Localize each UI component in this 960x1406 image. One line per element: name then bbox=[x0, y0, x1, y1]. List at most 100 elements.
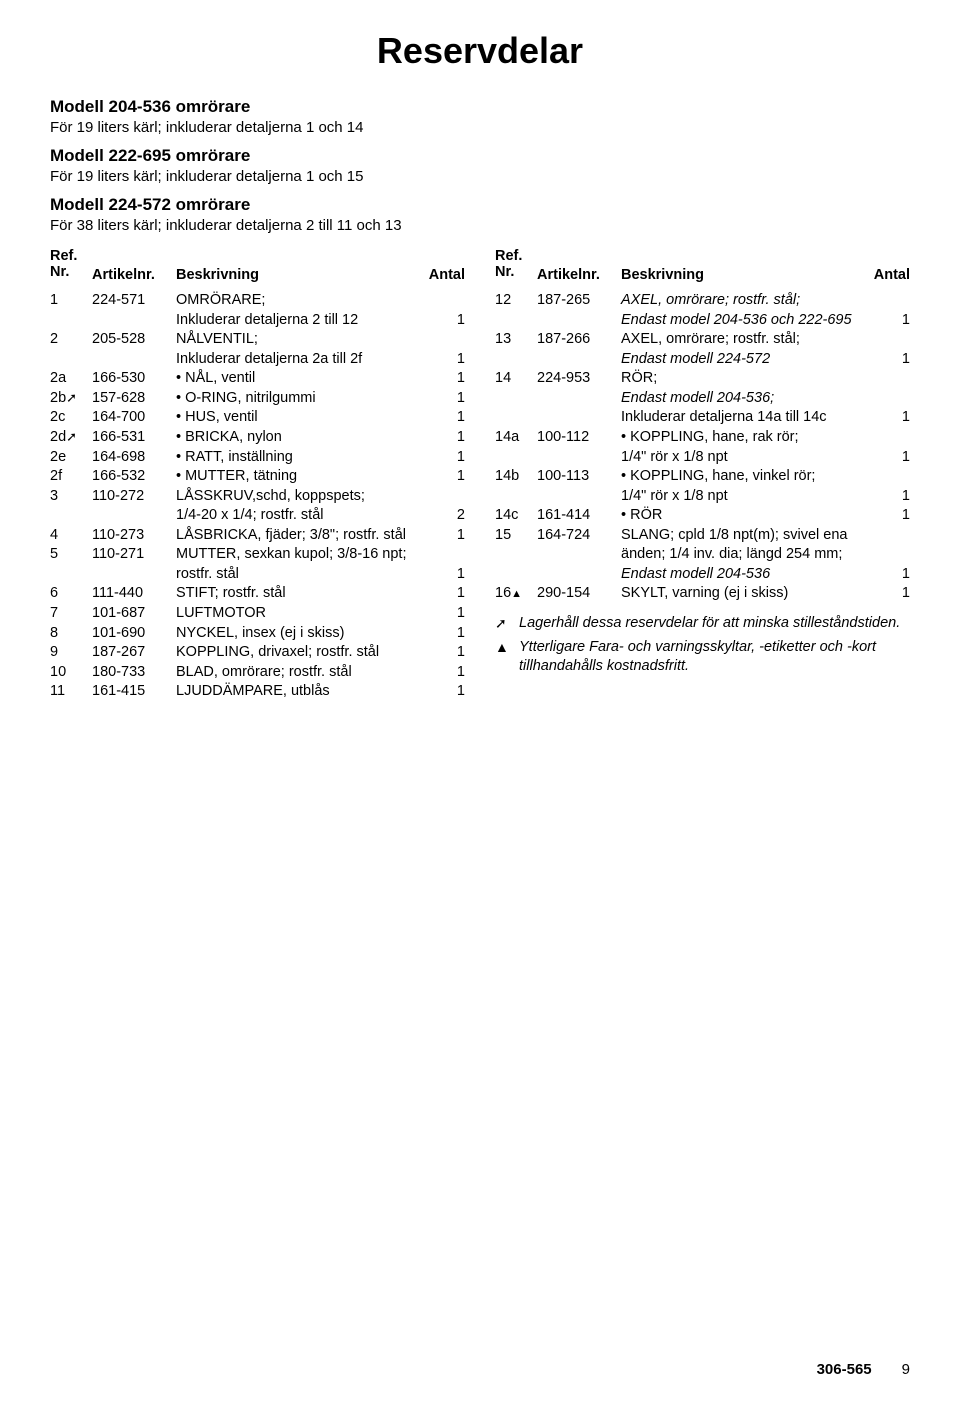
model-desc: För 38 liters kärl; inkluderar detaljern… bbox=[50, 217, 910, 234]
cell-desc: Endast model 204-536 och 222-695 bbox=[621, 311, 874, 331]
cell-artnr: 205-528 bbox=[92, 330, 176, 350]
cell-qty: 1 bbox=[874, 506, 910, 526]
cell-artnr: 100-112 bbox=[537, 428, 621, 448]
cell-qty: 1 bbox=[429, 565, 465, 585]
notes: ➚Lagerhåll dessa reservdelar för att min… bbox=[495, 614, 910, 677]
cell-desc: 1/4" rör x 1/8 npt bbox=[621, 487, 874, 507]
cell-desc: RÖR; bbox=[621, 369, 874, 389]
cell-artnr: 164-700 bbox=[92, 408, 176, 428]
table-row: rostfr. stål1 bbox=[50, 565, 465, 585]
table-row: 2a166-530• NÅL, ventil1 bbox=[50, 369, 465, 389]
cell-desc: OMRÖRARE; bbox=[176, 291, 429, 311]
table-row: Endast modell 224-5721 bbox=[495, 350, 910, 370]
table-row: 2c164-700• HUS, ventil1 bbox=[50, 408, 465, 428]
cell-desc: 1/4" rör x 1/8 npt bbox=[621, 448, 874, 468]
cell-ref: 1 bbox=[50, 291, 92, 311]
cell-ref: 15 bbox=[495, 526, 537, 546]
cell-qty: 1 bbox=[429, 350, 465, 370]
cell-artnr: 111-440 bbox=[92, 584, 176, 604]
note-text: Lagerhåll dessa reservdelar för att mins… bbox=[519, 614, 910, 634]
cell-qty: 1 bbox=[429, 369, 465, 389]
note-text: Ytterligare Fara- och varningsskyltar, -… bbox=[519, 638, 910, 677]
cell-qty: 1 bbox=[874, 408, 910, 428]
cell-artnr bbox=[537, 448, 621, 468]
cell-qty: 1 bbox=[874, 565, 910, 585]
cell-artnr: 110-272 bbox=[92, 487, 176, 507]
table-row: 14224-953RÖR; bbox=[495, 369, 910, 389]
cell-desc: BLAD, omrörare; rostfr. stål bbox=[176, 663, 429, 683]
cell-ref: 11 bbox=[50, 682, 92, 702]
cell-artnr: 180-733 bbox=[92, 663, 176, 683]
table-row: 5110-271MUTTER, sexkan kupol; 3/8-16 npt… bbox=[50, 545, 465, 565]
cell-qty: 1 bbox=[429, 526, 465, 546]
hdr-ref1: Ref. bbox=[50, 248, 92, 264]
cell-artnr bbox=[537, 350, 621, 370]
table-row: 10180-733BLAD, omrörare; rostfr. stål1 bbox=[50, 663, 465, 683]
cell-qty: 1 bbox=[874, 487, 910, 507]
cell-ref: 14c bbox=[495, 506, 537, 526]
hdr-ref2-r: Nr. bbox=[495, 264, 537, 280]
cell-qty bbox=[429, 330, 465, 350]
cell-desc: SKYLT, varning (ej i skiss) bbox=[621, 584, 874, 604]
cell-ref: 4 bbox=[50, 526, 92, 546]
cell-ref bbox=[50, 350, 92, 370]
table-row: Inkluderar detaljerna 14a till 14c1 bbox=[495, 408, 910, 428]
cell-desc: 1/4-20 x 1/4; rostfr. stål bbox=[176, 506, 429, 526]
cell-ref bbox=[495, 487, 537, 507]
note-symbol: ➚ bbox=[495, 614, 519, 634]
table-row: Endast modell 204-536; bbox=[495, 389, 910, 409]
cell-qty: 1 bbox=[429, 448, 465, 468]
doc-number: 306-565 bbox=[817, 1361, 872, 1378]
cell-artnr: 110-273 bbox=[92, 526, 176, 546]
cell-ref: 2c bbox=[50, 408, 92, 428]
right-body: 12187-265AXEL, omrörare; rostfr. stål;En… bbox=[495, 291, 910, 604]
cell-qty: 1 bbox=[429, 604, 465, 624]
cell-qty bbox=[429, 545, 465, 565]
hdr-qty-r: Antal bbox=[862, 248, 910, 283]
cell-artnr bbox=[537, 545, 621, 565]
cell-ref bbox=[495, 408, 537, 428]
cell-qty bbox=[874, 330, 910, 350]
cell-qty bbox=[874, 369, 910, 389]
cell-desc: LUFTMOTOR bbox=[176, 604, 429, 624]
hdr-desc-r: Beskrivning bbox=[621, 248, 862, 283]
right-header: Ref. Nr. Artikelnr. Beskrivning Antal bbox=[495, 248, 910, 283]
cell-desc: • KOPPLING, hane, rak rör; bbox=[621, 428, 874, 448]
hdr-ref1-r: Ref. bbox=[495, 248, 537, 264]
page-title: Reservdelar bbox=[50, 30, 910, 72]
cell-qty: 1 bbox=[874, 350, 910, 370]
cell-ref: 5 bbox=[50, 545, 92, 565]
hdr-desc: Beskrivning bbox=[176, 248, 417, 283]
cell-desc: NÅLVENTIL; bbox=[176, 330, 429, 350]
cell-artnr bbox=[537, 565, 621, 585]
cell-artnr: 290-154 bbox=[537, 584, 621, 604]
note-line: ▲Ytterligare Fara- och varningsskyltar, … bbox=[495, 638, 910, 677]
table-row: 13187-266AXEL, omrörare; rostfr. stål; bbox=[495, 330, 910, 350]
table-row: 1224-571OMRÖRARE; bbox=[50, 291, 465, 311]
model-block: Modell 204-536 omrörareFör 19 liters kär… bbox=[50, 97, 910, 136]
table-row: 2b➚157-628• O-RING, nitrilgummi1 bbox=[50, 389, 465, 409]
cell-ref: 2b➚ bbox=[50, 389, 92, 409]
model-heading: Modell 224-572 omrörare bbox=[50, 195, 910, 215]
cell-artnr bbox=[92, 311, 176, 331]
cell-qty bbox=[874, 526, 910, 546]
cell-ref: 6 bbox=[50, 584, 92, 604]
table-row: 7101-687LUFTMOTOR1 bbox=[50, 604, 465, 624]
cell-artnr: 161-415 bbox=[92, 682, 176, 702]
hdr-qty: Antal bbox=[417, 248, 465, 283]
cell-artnr: 101-687 bbox=[92, 604, 176, 624]
table-row: 12187-265AXEL, omrörare; rostfr. stål; bbox=[495, 291, 910, 311]
cell-ref bbox=[50, 506, 92, 526]
cell-qty: 1 bbox=[429, 467, 465, 487]
model-desc: För 19 liters kärl; inkluderar detaljern… bbox=[50, 168, 910, 185]
cell-qty: 1 bbox=[429, 663, 465, 683]
hdr-art: Artikelnr. bbox=[92, 248, 176, 283]
cell-artnr: 100-113 bbox=[537, 467, 621, 487]
cell-desc: • NÅL, ventil bbox=[176, 369, 429, 389]
model-heading: Modell 222-695 omrörare bbox=[50, 146, 910, 166]
cell-desc: Inkluderar detaljerna 2 till 12 bbox=[176, 311, 429, 331]
cell-artnr bbox=[92, 506, 176, 526]
cell-artnr: 187-266 bbox=[537, 330, 621, 350]
cell-desc: • RATT, inställning bbox=[176, 448, 429, 468]
cell-desc: NYCKEL, insex (ej i skiss) bbox=[176, 624, 429, 644]
